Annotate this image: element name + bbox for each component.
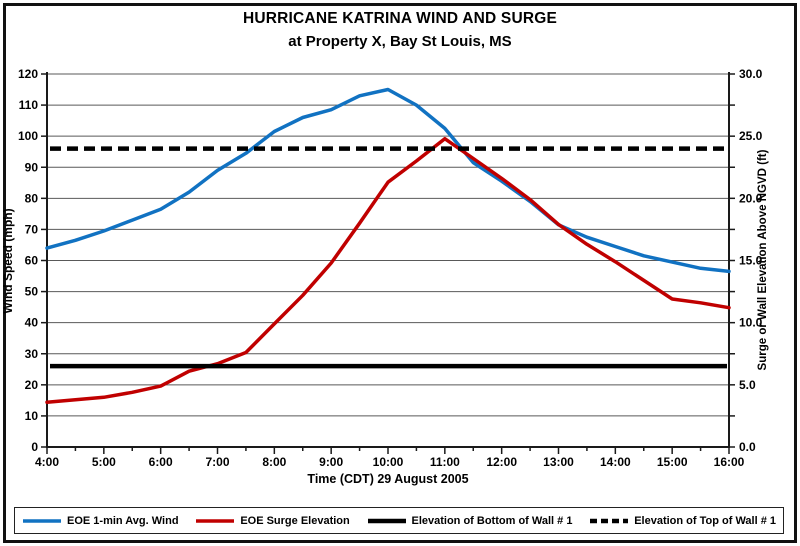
x-axis-tick-label: 15:00 — [657, 455, 688, 469]
right-axis-tick-label: 10.0 — [739, 316, 763, 330]
x-axis-tick-label: 9:00 — [319, 455, 343, 469]
left-axis-tick-label: 40 — [25, 316, 39, 330]
left-axis-tick-label: 60 — [25, 254, 39, 268]
legend-label: Elevation of Top of Wall # 1 — [634, 514, 776, 527]
left-axis-tick-label: 100 — [18, 129, 38, 143]
x-axis-tick-label: 13:00 — [543, 455, 574, 469]
legend-item: EOE Surge Elevation — [195, 514, 350, 527]
left-axis-tick-label: 70 — [25, 222, 39, 236]
right-axis-tick-label: 0.0 — [739, 440, 756, 454]
legend-line-sample-icon — [196, 518, 235, 523]
x-axis-tick-label: 16:00 — [714, 455, 745, 469]
x-axis-tick-label: 10:00 — [373, 455, 404, 469]
x-axis-tick-label: 8:00 — [262, 455, 286, 469]
left-axis-tick-label: 120 — [18, 67, 38, 81]
legend-line-sample-icon — [590, 518, 629, 523]
x-axis-tick-label: 6:00 — [149, 455, 173, 469]
x-axis-tick-label: 4:00 — [35, 455, 59, 469]
x-axis-tick-label: 7:00 — [205, 455, 229, 469]
right-axis-tick-label: 30.0 — [739, 67, 763, 81]
left-axis-tick-label: 50 — [25, 285, 39, 299]
right-axis-title: Surge or Wall Elevation Above NGVD (ft) — [757, 149, 769, 371]
legend-label: Elevation of Bottom of Wall # 1 — [411, 514, 573, 527]
legend-label: EOE Surge Elevation — [240, 514, 350, 527]
chart-title: HURRICANE KATRINA WIND AND SURGE — [242, 10, 558, 27]
left-axis-tick-label: 90 — [25, 160, 39, 174]
legend-item: EOE 1-min Avg. Wind — [22, 515, 179, 527]
series-eoe-surge-elevation — [45, 136, 731, 404]
left-axis-tick-label: 20 — [25, 378, 39, 392]
left-axis-tick-label: 80 — [25, 191, 39, 205]
legend-line-sample-icon — [367, 518, 406, 523]
chart-frame — [3, 3, 797, 543]
right-axis-tick-label: 20.0 — [739, 191, 763, 205]
left-axis-tick-label: 30 — [25, 347, 39, 361]
right-axis-tick-label: 15.0 — [739, 254, 763, 268]
legend-line-sample-icon — [23, 518, 61, 523]
left-axis-tick-label: 10 — [25, 409, 39, 423]
chart-subtitle: at Property X, Bay St Louis, MS — [288, 33, 512, 50]
x-axis-tick-label: 11:00 — [430, 455, 460, 469]
x-axis-tick-label: 12:00 — [486, 455, 517, 469]
legend: EOE 1-min Avg. Wind EOE Surge Elevation El… — [14, 507, 784, 534]
x-axis-tick-label: 5:00 — [92, 455, 116, 469]
x-axis-title: Time (CDT) 29 August 2005 — [307, 472, 469, 486]
left-axis-title: Wind Speed (mph) — [1, 208, 15, 314]
right-axis-tick-label: 5.0 — [739, 378, 756, 392]
x-axis-tick-label: 14:00 — [600, 455, 631, 469]
left-axis-tick-label: 0 — [31, 440, 38, 454]
left-axis-tick-label: 110 — [19, 98, 39, 112]
right-axis-tick-label: 25.0 — [739, 129, 763, 143]
legend-item: Elevation of Top of Wall # 1 — [589, 515, 776, 527]
legend-label: EOE 1-min Avg. Wind — [67, 514, 179, 527]
legend-item: Elevation of Bottom of Wall # 1 — [367, 514, 573, 527]
series-eoe-1-min-avg-wind — [45, 87, 731, 274]
